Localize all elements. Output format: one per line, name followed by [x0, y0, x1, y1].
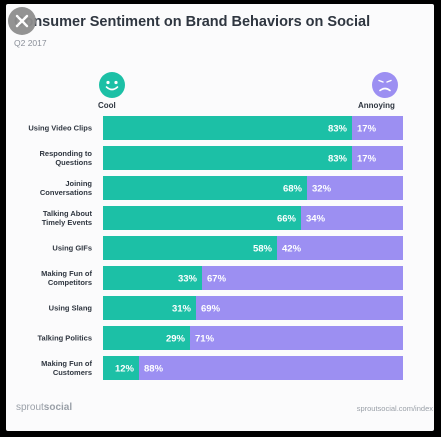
- value-label-cool: 33%: [178, 274, 198, 285]
- smiling-face-icon: [99, 72, 125, 98]
- value-label-cool: 68%: [283, 184, 303, 195]
- brand-logo-bold: social: [43, 402, 73, 413]
- category-label: Talking About Timely Events: [42, 209, 93, 227]
- bar-annoying: [190, 326, 403, 350]
- bar-annoying: [202, 266, 403, 290]
- bar-cool: [103, 176, 307, 200]
- bar-cool: [103, 146, 352, 170]
- value-label-cool: 83%: [328, 124, 348, 135]
- value-label-annoying: 67%: [207, 274, 227, 285]
- bar-cool: [103, 206, 301, 230]
- category-label: Using Video Clips: [28, 124, 92, 133]
- value-label-annoying: 71%: [195, 334, 215, 345]
- value-label-annoying: 17%: [357, 124, 377, 135]
- value-label-cool: 58%: [253, 244, 273, 255]
- category-label: Responding to Questions: [40, 149, 93, 167]
- category-label: Making Fun of Competitors: [41, 269, 92, 287]
- source-url: sproutsocial.com/index: [356, 404, 433, 413]
- bar-cool: [103, 236, 277, 260]
- bar-annoying: [277, 236, 403, 260]
- close-icon: [15, 14, 29, 28]
- legend-label-cool: Cool: [98, 101, 116, 110]
- bar-cool: [103, 356, 139, 380]
- bar-annoying: [139, 356, 403, 380]
- value-label-cool: 12%: [115, 364, 135, 375]
- frowning-face-icon: [372, 72, 398, 98]
- value-label-annoying: 88%: [144, 364, 164, 375]
- brand-logo-light: sprout: [16, 402, 44, 413]
- category-label: Using GIFs: [52, 244, 92, 253]
- legend-label-annoying: Annoying: [358, 101, 395, 110]
- value-label-cool: 83%: [328, 154, 348, 165]
- bar-annoying: [307, 176, 403, 200]
- chart-title: Consumer Sentiment on Brand Behaviors on…: [14, 14, 371, 30]
- bar-annoying: [352, 116, 403, 140]
- bar-annoying: [352, 146, 403, 170]
- bar-cool: [103, 116, 352, 140]
- brand-logo: sproutsocial: [16, 402, 72, 413]
- bar-cool: [103, 326, 190, 350]
- bar-annoying: [301, 206, 403, 230]
- value-label-annoying: 17%: [357, 154, 377, 165]
- bar-cool: [103, 266, 202, 290]
- bar-annoying: [196, 296, 403, 320]
- category-label: Joining Conversations: [40, 179, 93, 197]
- category-label: Talking Politics: [38, 334, 92, 343]
- value-label-cool: 31%: [172, 304, 192, 315]
- close-button[interactable]: [8, 7, 36, 35]
- bar-cool: [103, 296, 196, 320]
- value-label-annoying: 32%: [312, 184, 332, 195]
- value-label-cool: 29%: [166, 334, 186, 345]
- value-label-annoying: 42%: [282, 244, 302, 255]
- value-label-annoying: 34%: [306, 214, 326, 225]
- chart-subtitle: Q2 2017: [14, 38, 47, 48]
- value-label-annoying: 69%: [201, 304, 221, 315]
- value-label-cool: 66%: [277, 214, 297, 225]
- category-label: Making Fun of Customers: [41, 359, 92, 377]
- category-label: Using Slang: [49, 304, 93, 313]
